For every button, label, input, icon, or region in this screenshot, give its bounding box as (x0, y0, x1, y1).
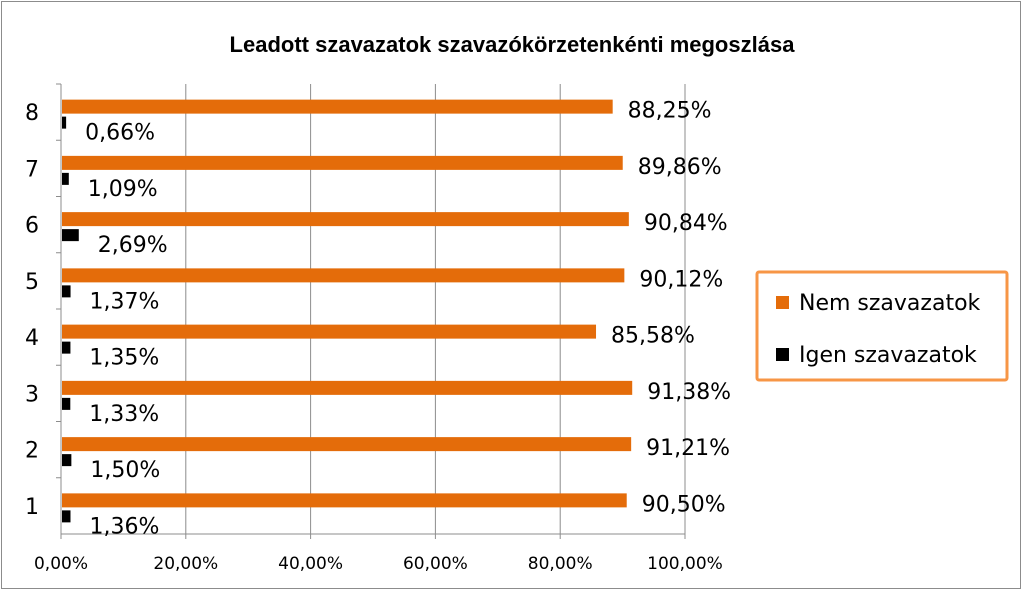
data-label-nem: 90,12% (639, 267, 723, 292)
bar-igen-szavazatok (62, 116, 67, 129)
data-label-nem: 85,58% (611, 324, 695, 349)
data-label-nem: 90,84% (644, 211, 728, 236)
x-tick-label: 0,00% (34, 554, 88, 574)
data-label-igen: 1,36% (89, 514, 159, 539)
bar-nem-szavazatok (62, 324, 597, 339)
data-label-nem: 91,21% (646, 436, 730, 461)
x-tick-label: 100,00% (647, 554, 723, 574)
bar-igen-szavazatok (62, 397, 71, 410)
bar-igen-szavazatok (62, 510, 71, 523)
x-tick-label: 80,00% (528, 554, 593, 574)
bar-nem-szavazatok (62, 268, 625, 283)
legend-label: Nem szavazatok (799, 291, 981, 316)
legend-box (755, 270, 1009, 382)
bar-igen-szavazatok (62, 341, 71, 354)
gridlines (185, 84, 686, 534)
data-label-igen: 1,37% (90, 289, 160, 314)
bar-nem-szavazatok (62, 493, 627, 508)
data-labels: 90,50% 1,36% 91,21% 1,50% 91,38% 1,33% 85,58% 1… (85, 99, 731, 540)
legend-swatch (776, 296, 789, 309)
data-label-igen: 1,09% (88, 177, 158, 202)
data-label-nem: 90,50% (642, 492, 726, 517)
y-category-label: 8 (25, 101, 39, 126)
data-label-nem: 89,86% (638, 155, 722, 180)
y-category-label: 2 (25, 439, 39, 464)
legend-label: Igen szavazatok (799, 343, 977, 368)
legend: Nem szavazatok Igen szavazatok (755, 270, 1009, 382)
y-category-label: 1 (25, 495, 39, 520)
bar-igen-szavazatok (62, 454, 72, 467)
x-tick-label: 20,00% (153, 554, 218, 574)
bar-nem-szavazatok (62, 99, 613, 114)
y-category-label: 3 (25, 382, 39, 407)
bar-nem-szavazatok (62, 212, 629, 227)
data-label-igen: 2,69% (98, 233, 168, 258)
bar-igen-szavazatok (62, 172, 69, 185)
y-category-label: 6 (25, 214, 39, 239)
chart-title: Leadott szavazatok szavazókörzetenkénti … (230, 32, 796, 57)
data-label-igen: 0,66% (85, 121, 155, 146)
bar-igen-szavazatok (62, 285, 71, 298)
data-label-nem: 91,38% (647, 380, 731, 405)
y-category-label: 7 (25, 157, 39, 182)
bars (62, 99, 633, 523)
y-category-label: 5 (25, 270, 39, 295)
data-label-igen: 1,50% (90, 458, 160, 483)
axes: 0,00% 20,00% 40,00% 60,00% 80,00% 100,00% 1 2 3 4… (25, 83, 723, 574)
bar-igen-szavazatok (62, 229, 79, 242)
bar-nem-szavazatok (62, 155, 623, 170)
bar-nem-szavazatok (62, 380, 633, 395)
y-category-label: 4 (25, 326, 39, 351)
data-label-igen: 1,33% (89, 402, 159, 427)
data-label-nem: 88,25% (628, 99, 712, 124)
legend-swatch (776, 348, 789, 361)
x-tick-label: 40,00% (278, 554, 343, 574)
bar-nem-szavazatok (62, 437, 632, 452)
data-label-igen: 1,35% (89, 346, 159, 371)
x-tick-label: 60,00% (403, 554, 468, 574)
